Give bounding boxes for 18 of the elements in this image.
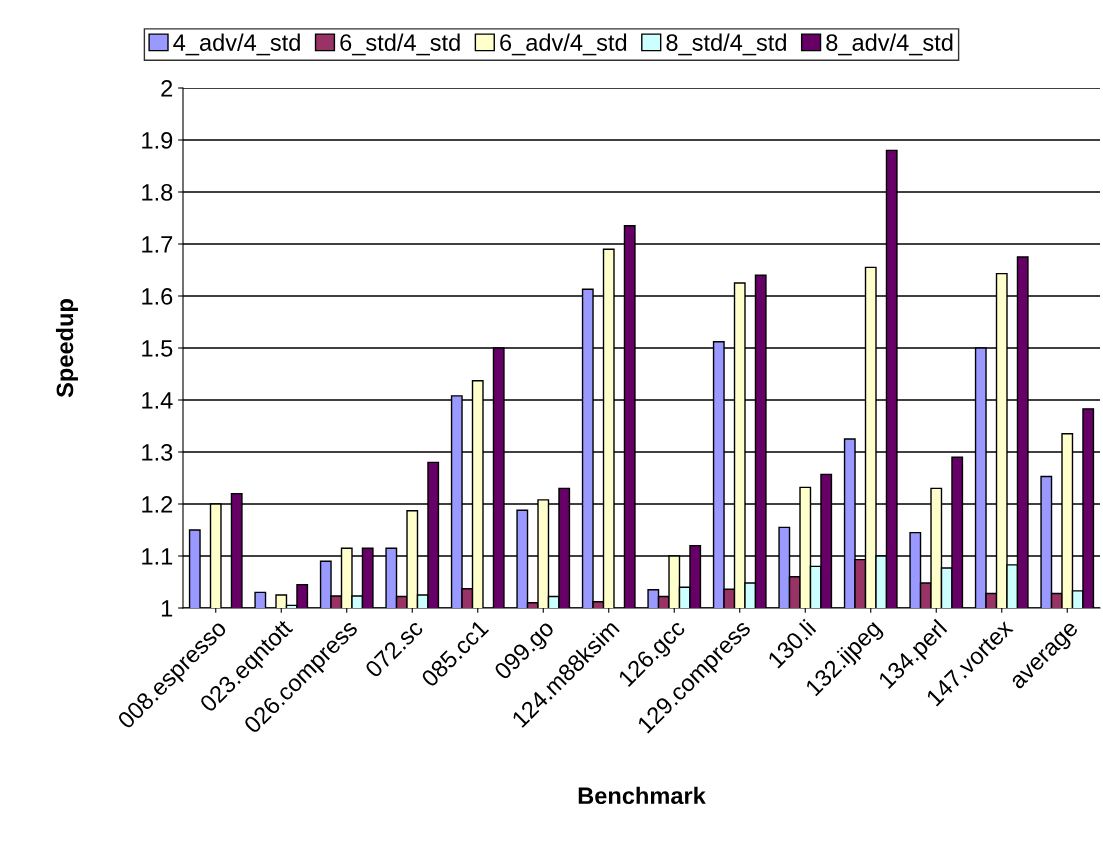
- y-tick-label: 1.6: [142, 288, 173, 305]
- y-tick-label: 1.3: [142, 444, 173, 461]
- y-tick-label: 1.9: [142, 132, 173, 149]
- y-tick-label: 1: [161, 600, 173, 617]
- legend-label: 6_adv/4_std: [500, 33, 627, 56]
- legend-label: 4_adv/4_std: [173, 33, 300, 56]
- y-tick-label: 2: [161, 80, 173, 97]
- y-tick-label: 1.7: [142, 236, 173, 253]
- y-tick-label: 1.2: [142, 496, 173, 513]
- y-tick-label: 1.4: [142, 392, 173, 409]
- x-axis-title: Benchmark: [578, 786, 706, 805]
- legend-label: 6_std/4_std: [340, 33, 460, 56]
- legend-label: 8_std/4_std: [666, 33, 786, 56]
- legend-label: 8_adv/4_std: [826, 33, 953, 56]
- y-tick-label: 1.8: [142, 184, 173, 201]
- y-tick-label: 1.1: [142, 548, 173, 565]
- y-axis-title: Speedup: [55, 299, 78, 398]
- y-tick-label: 1.5: [142, 340, 173, 357]
